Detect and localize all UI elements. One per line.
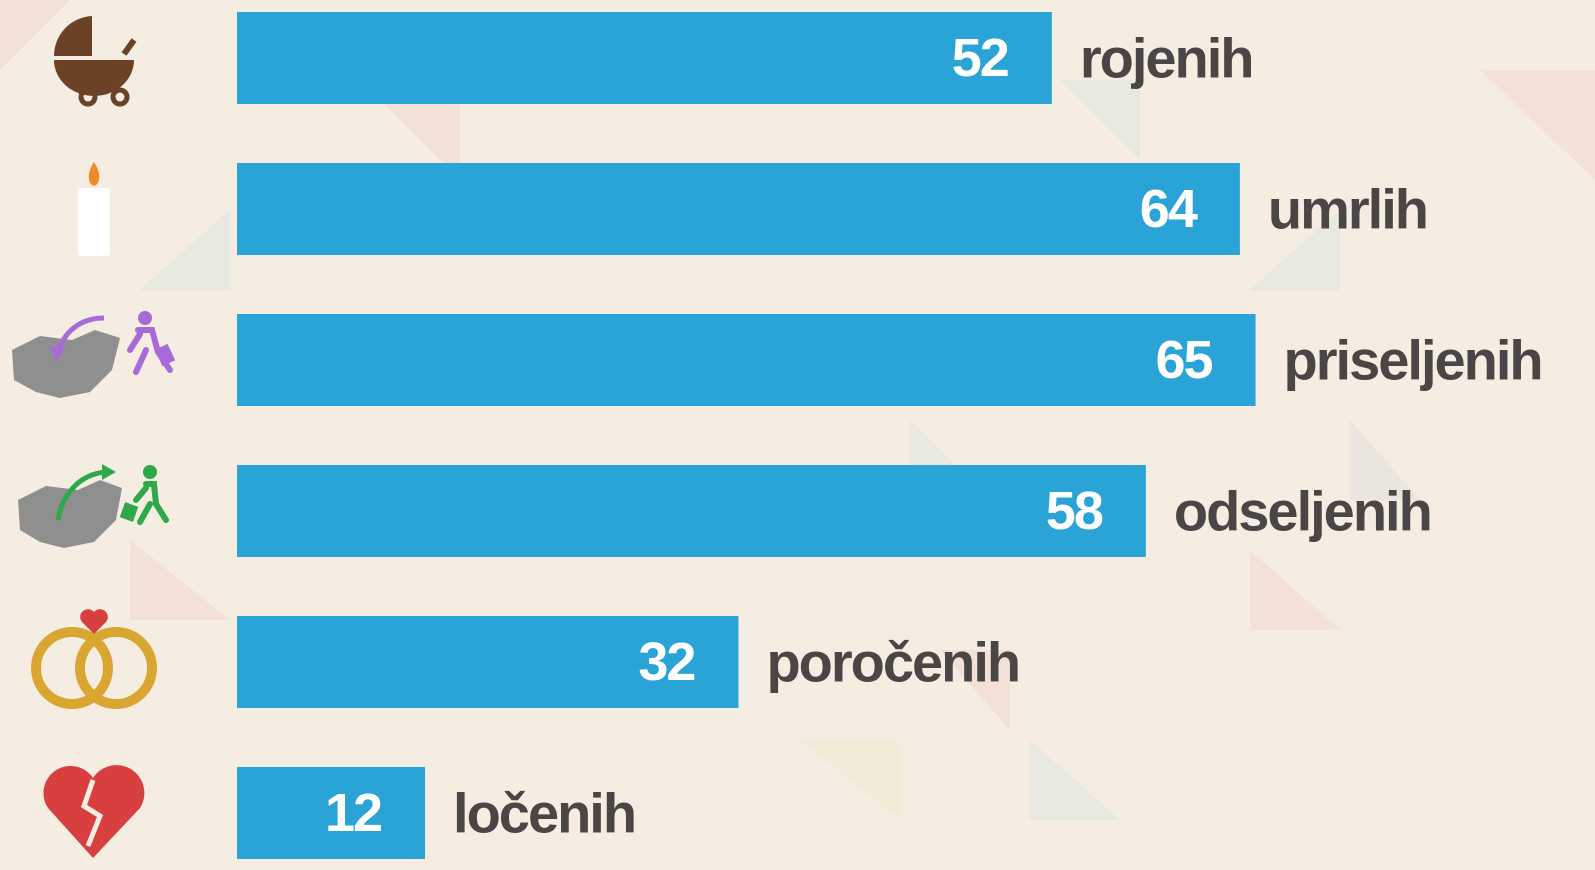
icon-stroller: [53, 16, 137, 107]
bar: [237, 465, 1146, 557]
icon-broken-heart: [43, 765, 145, 858]
icon-rings: [31, 609, 157, 709]
value-label: 12: [325, 783, 381, 843]
value-label: 65: [1155, 330, 1212, 390]
bar: [237, 163, 1240, 255]
bar: [237, 616, 739, 708]
value-label: 52: [952, 28, 1008, 88]
category-label: poročenih: [766, 631, 1019, 694]
value-label: 64: [1140, 179, 1198, 239]
category-label: ločenih: [453, 782, 635, 845]
background-pattern: [0, 0, 1595, 820]
value-label: 32: [638, 632, 694, 692]
category-label: umrlih: [1268, 178, 1427, 241]
bar: [237, 767, 426, 859]
icon-immigration: [12, 311, 176, 398]
category-label: priseljenih: [1284, 329, 1542, 392]
bar: [237, 314, 1256, 406]
icon-candle: [78, 162, 110, 256]
bar: [237, 12, 1052, 104]
value-label: 58: [1046, 481, 1103, 541]
icon-emigration: [18, 464, 169, 548]
category-label: odseljenih: [1174, 480, 1431, 543]
category-label: rojenih: [1080, 27, 1253, 90]
